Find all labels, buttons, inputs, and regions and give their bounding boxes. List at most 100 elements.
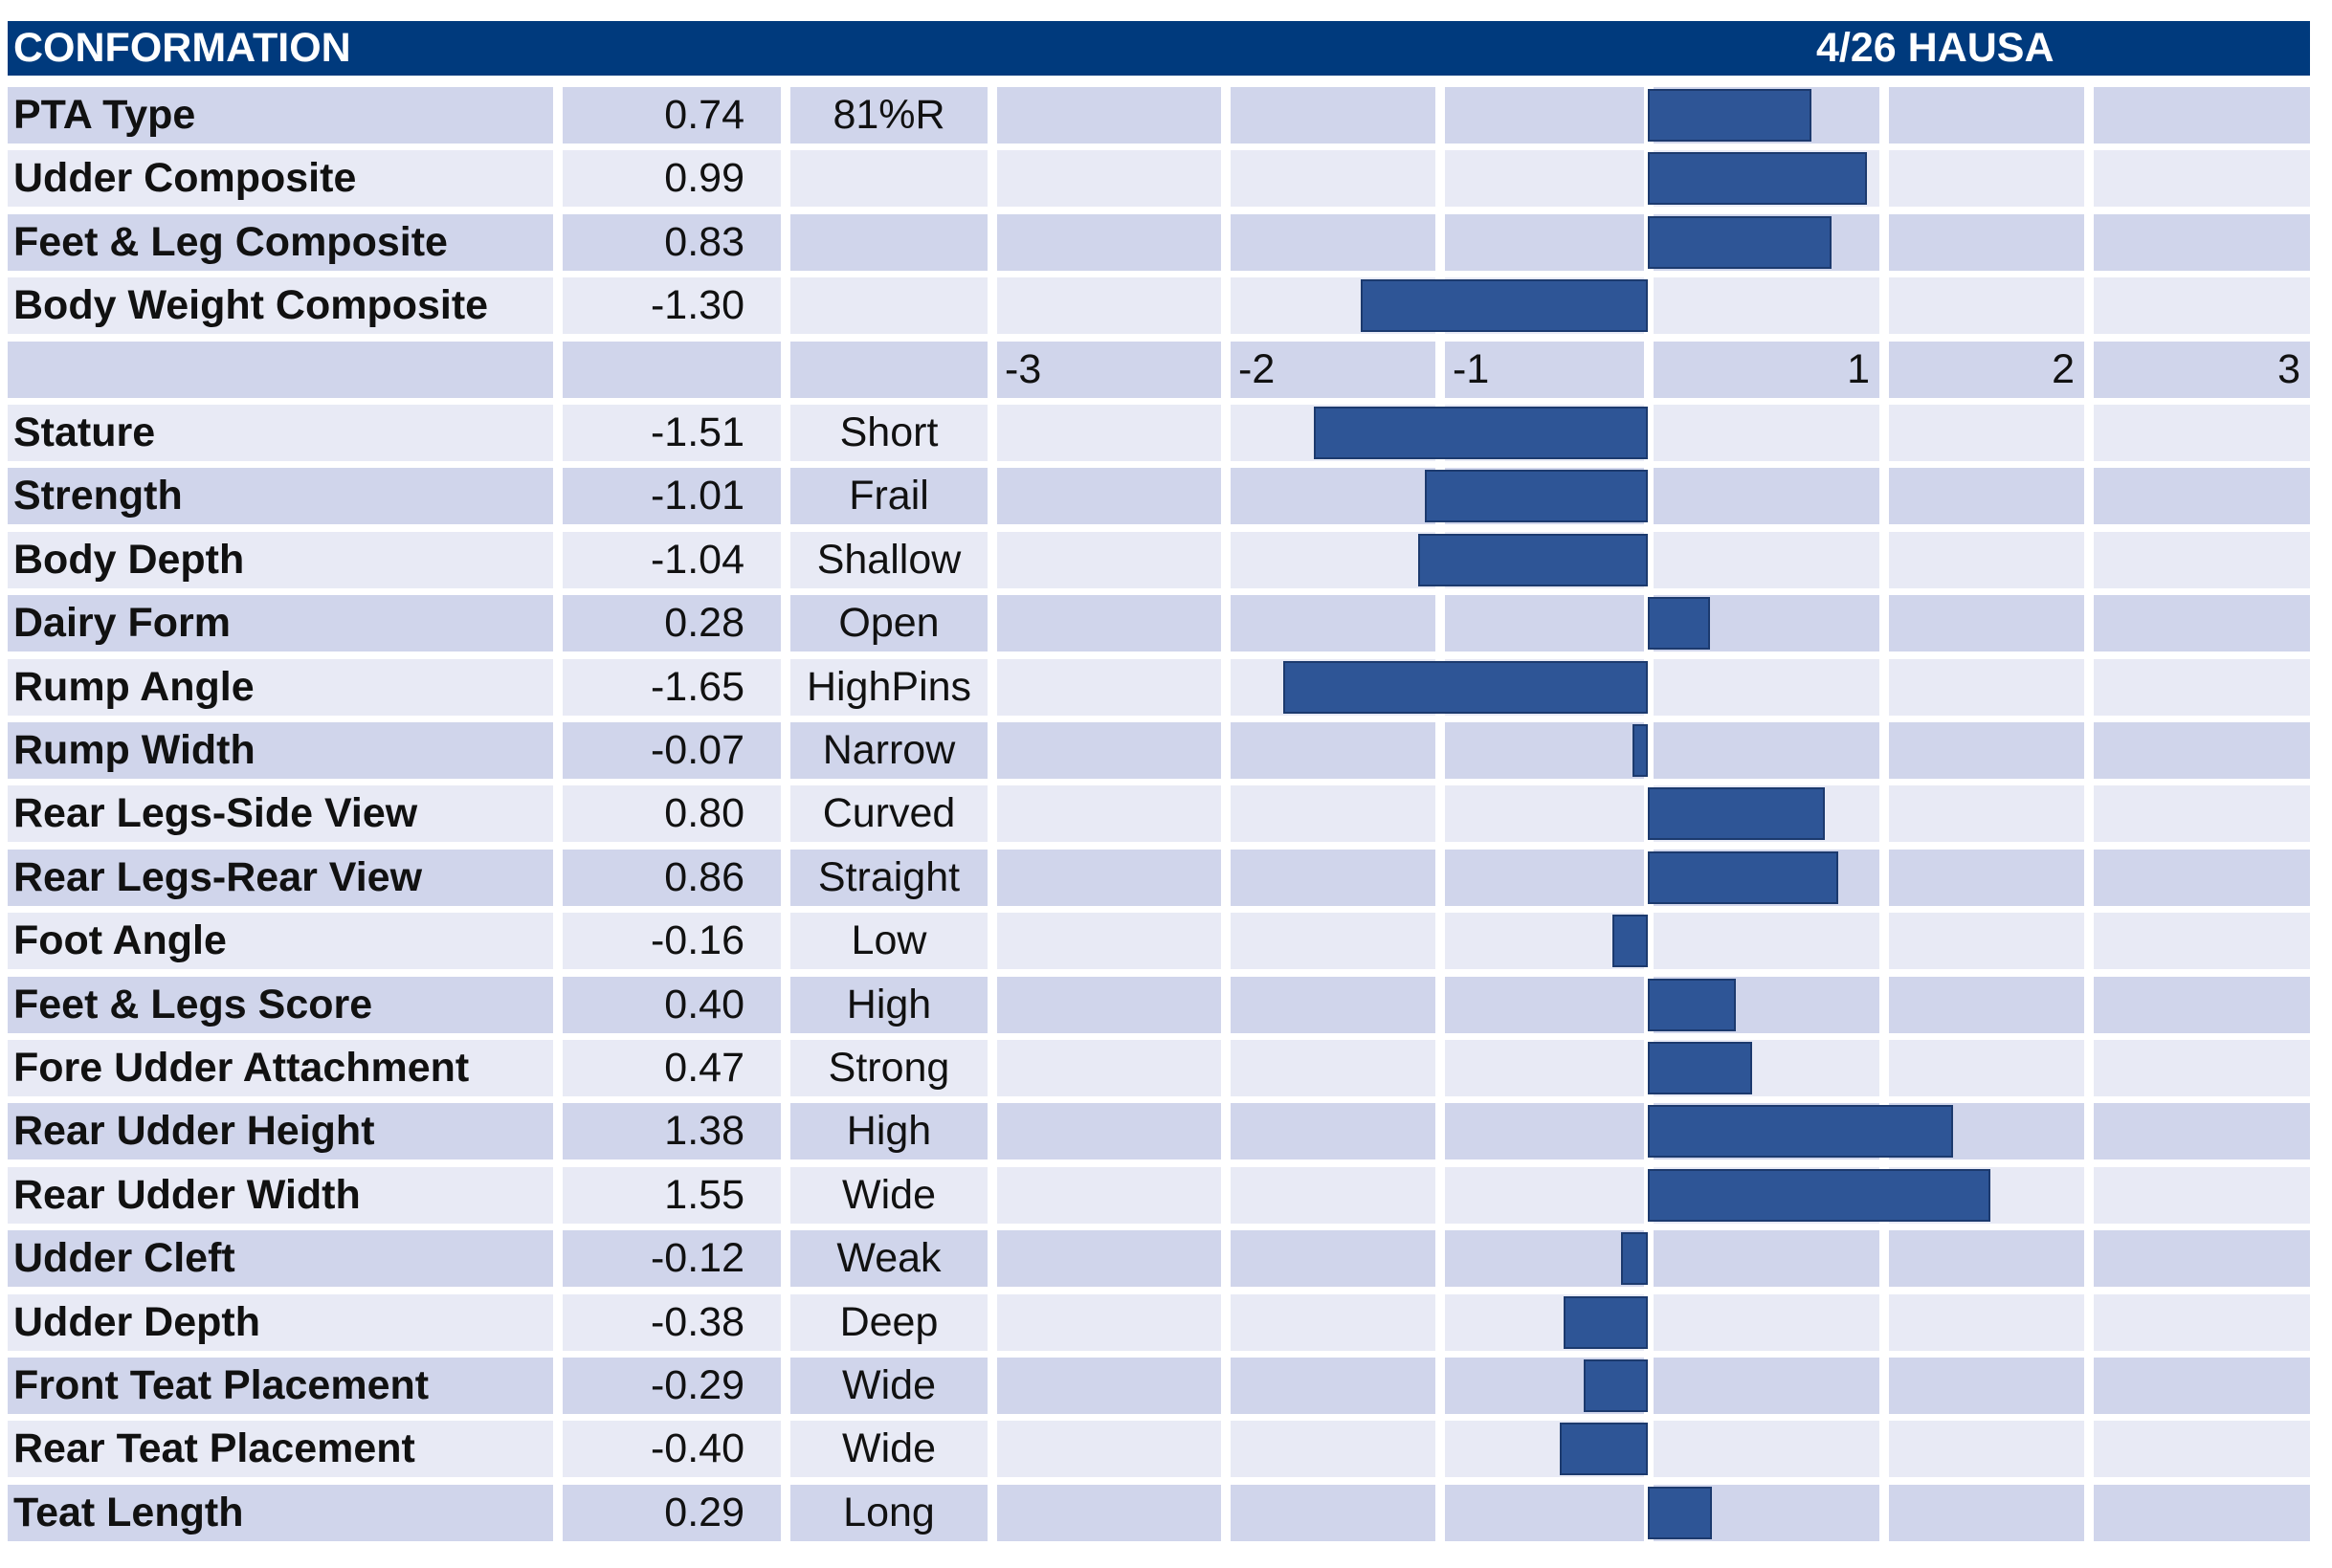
chart-title: CONFORMATION (13, 25, 351, 71)
trait-value: 0.80 (563, 785, 781, 843)
trait-value: 0.99 (563, 150, 781, 208)
trait-name: Rump Width (8, 722, 553, 779)
grid-cell (1654, 405, 1879, 461)
value-bar (1584, 1359, 1648, 1412)
grid-cell (1654, 468, 1879, 525)
trait-value: 0.83 (563, 213, 781, 271)
trait-descriptor: Narrow (790, 722, 988, 779)
trait-descriptor: Low (790, 913, 988, 970)
grid-cell (2094, 1166, 2310, 1224)
trait-value: 0.28 (563, 595, 781, 652)
grid-cell (1231, 531, 1435, 588)
grid-cell (1231, 1358, 1435, 1414)
trait-name: Udder Cleft (8, 1230, 553, 1288)
trait-name: Udder Composite (8, 150, 553, 208)
grid-cell (2094, 405, 2310, 461)
grid-cell (1654, 658, 1879, 716)
trait-descriptor: Short (790, 405, 988, 461)
trait-name: Rear Udder Height (8, 1103, 553, 1160)
trait-descriptor: Shallow (790, 531, 988, 588)
grid-cell (997, 213, 1221, 271)
value-bar (1648, 1105, 1953, 1159)
trait-descriptor (790, 213, 988, 271)
grid-cell (997, 531, 1221, 588)
trait-name: Front Teat Placement (8, 1358, 553, 1414)
value-bar (1314, 407, 1648, 459)
trait-descriptor: Open (790, 595, 988, 652)
trait-name: Udder Depth (8, 1293, 553, 1351)
trait-name: Stature (8, 405, 553, 461)
grid-cell (2094, 785, 2310, 843)
trait-name: Rear Udder Width (8, 1166, 553, 1224)
grid-cell (2094, 1421, 2310, 1478)
grid-cell (2094, 658, 2310, 716)
header-bar: CONFORMATION 4/26 HAUSA (8, 21, 2310, 76)
grid-cell (1231, 1103, 1435, 1160)
axis-tick-label: 3 (2094, 341, 2310, 398)
grid-cell (1231, 1293, 1435, 1351)
evaluation-date: 4/26 HAUSA (1816, 25, 2054, 71)
trait-value: 1.38 (563, 1103, 781, 1160)
grid-cell (2094, 722, 2310, 779)
row-desc-cell (790, 341, 988, 398)
grid-cell (1231, 1166, 1435, 1224)
value-bar (1360, 279, 1648, 333)
trait-value: -0.38 (563, 1293, 781, 1351)
grid-cell (1889, 595, 2084, 652)
trait-name: Rear Teat Placement (8, 1421, 553, 1478)
trait-value: 0.40 (563, 976, 781, 1033)
value-bar (1648, 1042, 1752, 1094)
grid-cell (2094, 277, 2310, 335)
grid-cell (2094, 531, 2310, 588)
grid-cell (1889, 1358, 2084, 1414)
grid-cell (2094, 595, 2310, 652)
value-bar (1632, 724, 1648, 777)
trait-name: Dairy Form (8, 595, 553, 652)
grid-cell (1654, 1421, 1879, 1478)
grid-cell (1231, 213, 1435, 271)
grid-cell (2094, 976, 2310, 1033)
axis-tick-label: -1 (1445, 341, 1644, 398)
grid-cell (997, 1358, 1221, 1414)
grid-cell (1654, 1230, 1879, 1288)
grid-cell (1889, 150, 2084, 208)
grid-cell (2094, 1358, 2310, 1414)
grid-cell (997, 277, 1221, 335)
trait-descriptor: High (790, 976, 988, 1033)
trait-descriptor: Straight (790, 849, 988, 906)
grid-cell (2094, 150, 2310, 208)
row-value-cell (563, 341, 781, 398)
grid-cell (1654, 1358, 1879, 1414)
value-bar (1612, 915, 1648, 968)
grid-cell (997, 1421, 1221, 1478)
grid-cell (1231, 150, 1435, 208)
trait-name: Teat Length (8, 1484, 553, 1541)
grid-cell (2094, 213, 2310, 271)
grid-cell (997, 405, 1221, 461)
grid-cell (1889, 531, 2084, 588)
value-bar (1282, 660, 1648, 714)
grid-cell (2094, 468, 2310, 525)
grid-cell (1889, 658, 2084, 716)
trait-descriptor: Wide (790, 1166, 988, 1224)
grid-cell (1889, 213, 2084, 271)
trait-descriptor: Deep (790, 1293, 988, 1351)
trait-name: Body Depth (8, 531, 553, 588)
trait-name: Foot Angle (8, 913, 553, 970)
trait-descriptor: 81%R (790, 87, 988, 144)
grid-cell (2094, 1230, 2310, 1288)
grid-cell (1445, 1103, 1644, 1160)
trait-name: Feet & Legs Score (8, 976, 553, 1033)
grid-cell (997, 849, 1221, 906)
grid-cell (1889, 849, 2084, 906)
trait-descriptor: Long (790, 1484, 988, 1541)
value-bar (1648, 152, 1867, 206)
trait-value: -0.16 (563, 913, 781, 970)
grid-cell (1445, 150, 1644, 208)
grid-cell (1654, 277, 1879, 335)
grid-cell (997, 1040, 1221, 1096)
grid-cell (2094, 1040, 2310, 1096)
trait-name: Rump Angle (8, 658, 553, 716)
grid-cell (1889, 785, 2084, 843)
grid-cell (1231, 1421, 1435, 1478)
